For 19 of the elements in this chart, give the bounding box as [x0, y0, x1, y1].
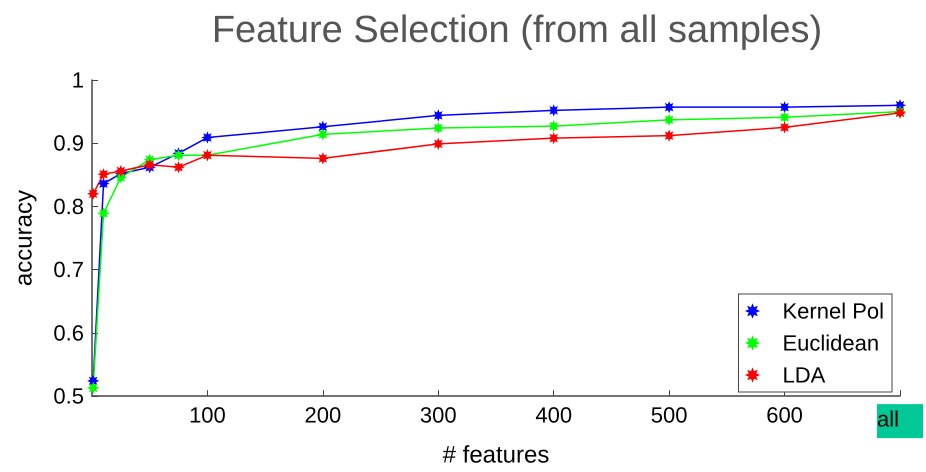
y-axis-title: accuracy [10, 190, 38, 286]
y-tick-label: 0.5 [53, 384, 84, 409]
x-tick-label: 100 [189, 402, 226, 428]
y-tick-label: 0.6 [53, 320, 84, 346]
x-axis-title: # features [442, 442, 550, 468]
x-tick-label: all [876, 406, 900, 432]
legend-label: Euclidean [782, 330, 880, 356]
y-tick-label: 1 [72, 68, 84, 92]
legend-label: Kernel Pol [782, 298, 884, 324]
x-tick-label: 600 [766, 402, 803, 428]
x-tick-label: 400 [535, 402, 572, 428]
y-tick-label: 0.9 [53, 130, 84, 156]
chart-title: Feature Selection (from all samples) [212, 9, 822, 51]
legend-label: LDA [782, 362, 826, 388]
x-tick-label: 300 [420, 402, 457, 428]
y-tick-label: 0.8 [53, 194, 84, 219]
x-tick-label: 200 [304, 402, 342, 428]
y-tick-label: 0.7 [53, 257, 84, 282]
x-tick-label: 500 [650, 402, 688, 428]
